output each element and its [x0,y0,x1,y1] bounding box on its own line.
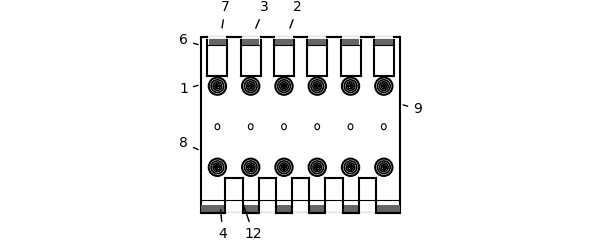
Bar [275,38,293,45]
Bar [375,38,392,45]
Bar [209,38,226,45]
Text: 1: 1 [179,82,198,97]
Bar [359,178,376,213]
Bar [325,178,343,213]
Text: 6: 6 [179,33,198,48]
Text: 8: 8 [179,136,198,150]
Bar [208,37,227,75]
Text: 4: 4 [218,210,227,241]
Bar [292,178,309,213]
Bar [307,37,327,75]
Bar [226,178,243,213]
Bar [201,205,400,212]
Bar [341,37,361,75]
Text: 9: 9 [403,102,422,116]
Text: 3: 3 [256,0,269,28]
Bar [201,37,400,213]
Bar [274,37,294,75]
Bar [241,37,260,75]
Bar [342,38,359,45]
Bar [308,38,326,45]
Bar [259,178,276,213]
Text: 7: 7 [221,0,230,28]
Bar [374,37,394,75]
Bar [242,38,259,45]
Text: 12: 12 [244,205,262,241]
Text: 2: 2 [290,0,302,28]
